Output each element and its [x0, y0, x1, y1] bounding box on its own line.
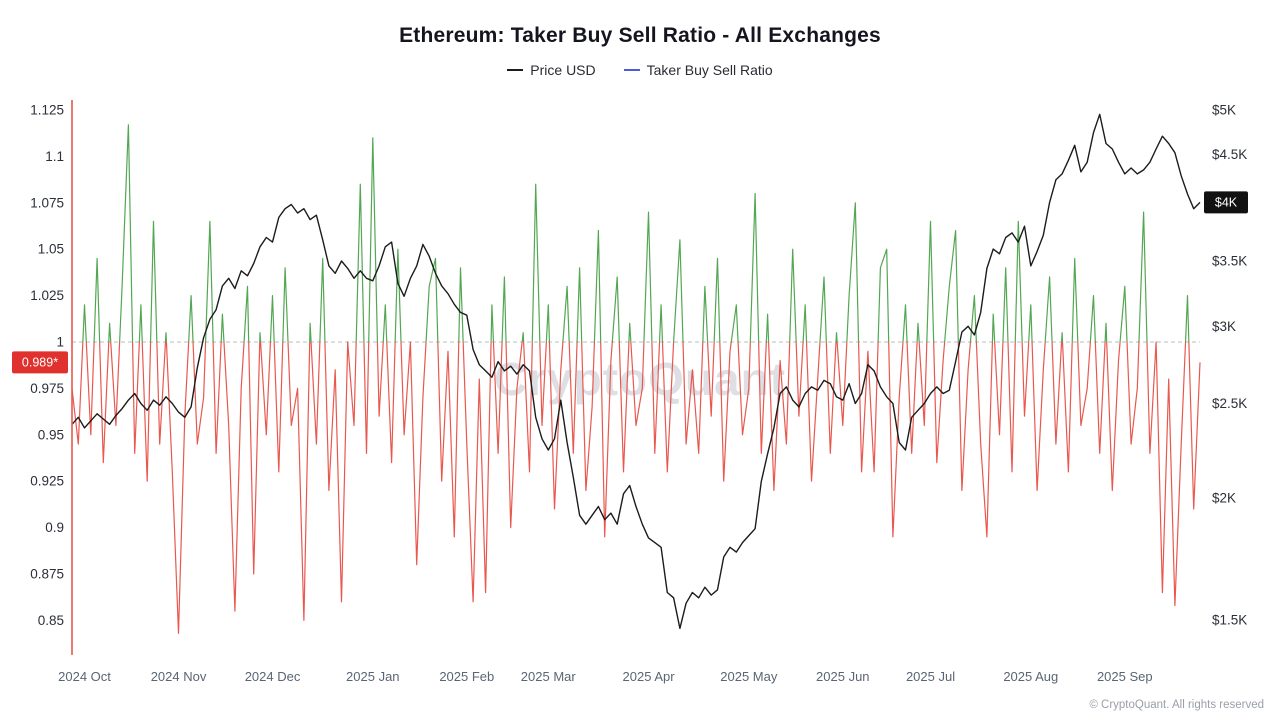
chart-legend: Price USD Taker Buy Sell Ratio	[0, 62, 1280, 78]
legend-label-price-usd: Price USD	[530, 62, 596, 78]
ratio-tick-label: 1.05	[38, 242, 64, 257]
price-tick-label: $3.5K	[1212, 254, 1247, 269]
price-series-line	[71, 113, 1201, 630]
price-last-value-text: $4K	[1215, 195, 1238, 209]
month-tick-label: 2025 Aug	[1003, 669, 1058, 684]
month-tick-label: 2025 Apr	[623, 669, 676, 684]
ratio-tick-label: 0.85	[38, 613, 64, 628]
ratio-tick-label: 1.025	[30, 288, 64, 303]
month-tick-label: 2025 Mar	[521, 669, 577, 684]
price-tick-label: $2K	[1212, 490, 1236, 505]
ratio-tick-label: 0.975	[30, 381, 64, 396]
ratio-series-below-line	[71, 342, 1201, 635]
month-tick-label: 2025 Jan	[346, 669, 400, 684]
ratio-tick-label: 0.9	[45, 520, 64, 535]
month-tick-label: 2025 Jun	[816, 669, 870, 684]
month-tick-label: 2025 Feb	[439, 669, 494, 684]
price-tick-label: $5K	[1212, 103, 1236, 118]
ratio-tick-label: 1	[56, 335, 64, 350]
chart-title: Ethereum: Taker Buy Sell Ratio - All Exc…	[399, 24, 881, 47]
x-axis-tick-labels: 2024 Oct 2024 Nov 2024 Dec 2025 Jan 2025 Feb…	[58, 669, 1152, 684]
month-tick-label: 2024 Nov	[151, 669, 207, 684]
price-tick-label: $4.5K	[1212, 147, 1247, 162]
ratio-tick-label: 1.1	[45, 149, 64, 164]
ratio-tick-label: 1.075	[30, 195, 64, 210]
ratio-tick-label: 0.925	[30, 474, 64, 489]
copyright-notice: © CryptoQuant. All rights reserved	[1089, 699, 1264, 711]
watermark: CryptoQuant	[493, 353, 787, 405]
ratio-line-swatch-icon	[623, 69, 640, 71]
ratio-tick-label: 1.125	[30, 103, 64, 118]
ratio-tick-label: 0.95	[38, 427, 64, 442]
price-tick-label: $3K	[1212, 319, 1236, 334]
price-tick-label: $2.5K	[1212, 396, 1247, 411]
month-tick-label: 2024 Oct	[58, 669, 111, 684]
price-line-swatch-icon	[507, 69, 524, 71]
ratio-tick-label: 0.875	[30, 567, 64, 582]
month-tick-label: 2024 Dec	[245, 669, 301, 684]
ratio-last-value-text: 0.989*	[22, 355, 58, 369]
ratio-series-above-line	[82, 124, 1190, 342]
right-axis-tick-labels: $1.5K $2K $2.5K $3K $3.5K $4K $4.5K $5K	[1212, 103, 1247, 628]
legend-item-taker-ratio[interactable]: Taker Buy Sell Ratio	[623, 62, 773, 78]
legend-label-taker-ratio: Taker Buy Sell Ratio	[646, 62, 773, 78]
ratio-last-value-badge: 0.989*	[12, 351, 68, 374]
legend-item-price-usd[interactable]: Price USD	[507, 62, 596, 78]
price-last-value-badge: $4K	[1204, 191, 1248, 214]
month-tick-label: 2025 Jul	[906, 669, 955, 684]
month-tick-label: 2025 Sep	[1097, 669, 1153, 684]
left-axis-tick-labels: 0.85 0.875 0.9 0.925 0.95 0.975 1 1.025 1.05 1.07…	[30, 103, 64, 628]
month-tick-label: 2025 May	[720, 669, 778, 684]
price-tick-label: $1.5K	[1212, 612, 1247, 627]
